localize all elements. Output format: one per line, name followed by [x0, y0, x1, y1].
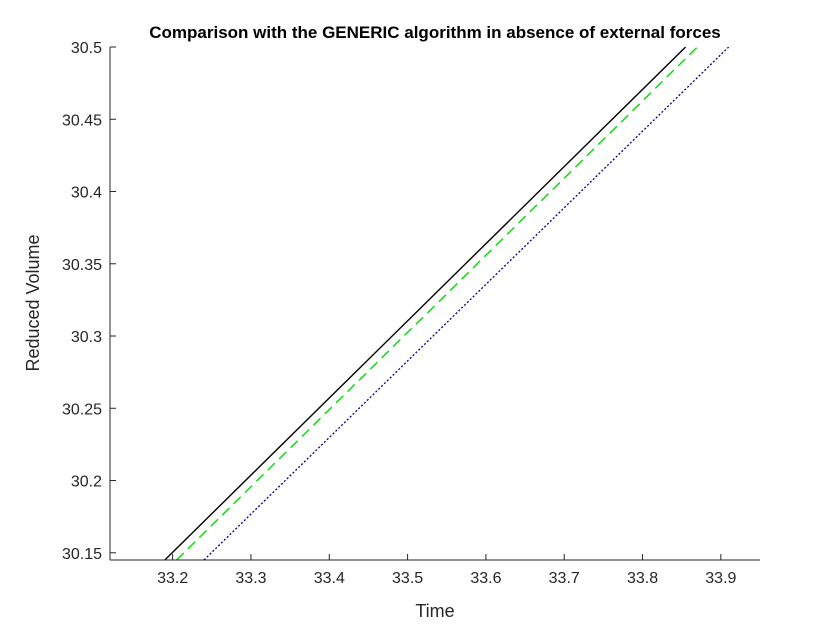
y-tick-label: 30.3 [71, 329, 102, 346]
x-tick-label: 33.2 [157, 570, 188, 587]
series-layer [164, 47, 730, 560]
x-tick-label: 33.8 [627, 570, 658, 587]
x-tick-label: 33.5 [392, 570, 423, 587]
plot-area [110, 47, 760, 560]
axes-layer: 33.2 33.3 33.4 33.5 33.6 33.7 33.8 33.9 30.15 30.… [62, 40, 760, 587]
x-tick-label: 33.7 [549, 570, 580, 587]
x-axis-label: Time [415, 601, 454, 621]
x-tick-label: 33.6 [470, 570, 501, 587]
y-tick-label: 30.25 [62, 401, 102, 418]
x-tick-label: 33.3 [235, 570, 266, 587]
series-line-1 [164, 47, 687, 560]
y-tick-label: 30.35 [62, 257, 102, 274]
chart-title: Comparison with the GENERIC algorithm in… [149, 23, 721, 42]
x-tick-label: 33.4 [314, 570, 345, 587]
y-tick-label: 30.5 [71, 40, 102, 57]
y-tick-label: 30.2 [71, 474, 102, 491]
y-tick-label: 30.45 [62, 112, 102, 129]
y-tick-label: 30.15 [62, 546, 102, 563]
series-line-2 [176, 47, 698, 560]
y-tick-label: 30.4 [71, 185, 102, 202]
y-axis-label: Reduced Volume [23, 234, 43, 371]
x-tick-label: 33.9 [705, 570, 736, 587]
